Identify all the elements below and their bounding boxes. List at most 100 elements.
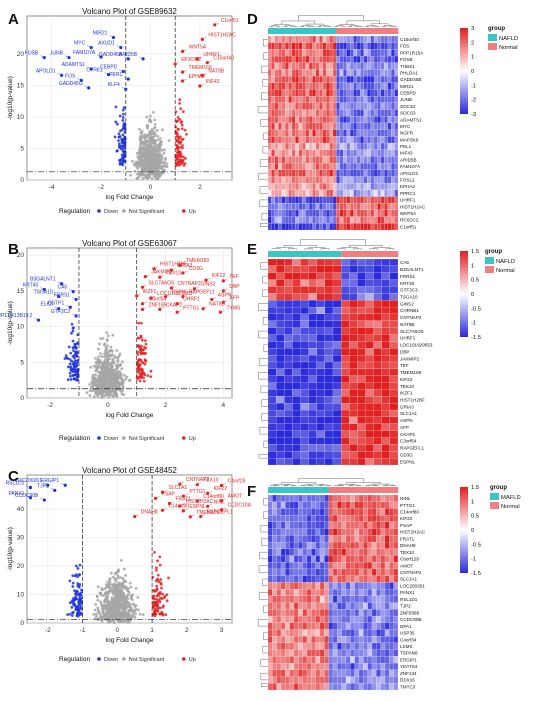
label-leader	[171, 285, 176, 289]
label-leader	[34, 317, 39, 321]
dendrogram-branch	[263, 605, 268, 613]
heatmap-cell	[391, 149, 395, 157]
heatmap-cell	[305, 223, 310, 231]
heatmap-cell	[384, 183, 388, 190]
heatmap-cell	[274, 82, 279, 90]
label-leader	[205, 277, 211, 281]
heatmap-cell	[311, 528, 316, 536]
data-point	[75, 354, 79, 358]
heatmap-cell	[367, 203, 371, 211]
heatmap-cell	[360, 96, 364, 103]
heatmap-cell	[367, 209, 371, 217]
heatmap-cell	[322, 62, 327, 70]
heatmap-cell	[285, 169, 289, 177]
heatmap-cell	[387, 82, 392, 90]
heatmap-cell	[350, 129, 354, 137]
heatmap-cell	[278, 196, 282, 204]
heatmap-cell	[276, 444, 285, 452]
heatmap-cell	[377, 35, 381, 43]
heatmap-cell	[349, 341, 358, 349]
heatmap-cell	[391, 169, 395, 177]
heatmap-cell	[371, 515, 377, 522]
heatmap-cell	[326, 62, 330, 70]
dendrogram-branch	[334, 26, 339, 27]
heatmap-cell	[319, 189, 323, 197]
heatmap-cell	[337, 521, 342, 529]
heatmap-cell	[370, 156, 375, 164]
labeled-point	[173, 62, 177, 66]
heatmap-cell	[288, 116, 293, 124]
heatmap-cell	[276, 458, 285, 466]
data-point	[143, 345, 146, 349]
heatmap-cell	[363, 149, 368, 157]
heatmap-cell	[298, 508, 303, 516]
heatmap-cell	[373, 451, 382, 459]
data-point	[153, 171, 157, 175]
row-label: TBX10	[400, 384, 414, 389]
heatmap-cell	[292, 341, 301, 349]
heatmap-cell	[349, 444, 358, 452]
heatmap-cell	[285, 136, 289, 144]
heatmap-cell	[316, 368, 325, 376]
data-point	[117, 139, 120, 142]
heatmap-cell	[332, 430, 342, 438]
heatmap-cell	[316, 430, 325, 438]
heatmap-cell	[285, 42, 289, 50]
heatmap-cell	[308, 341, 317, 349]
row-label: C1orf51	[400, 224, 417, 229]
data-point	[142, 379, 146, 383]
heatmap-cell	[306, 548, 312, 556]
heatmap-cell	[332, 444, 342, 452]
heatmap-cell	[341, 300, 350, 308]
row-label: B3GALNT1	[400, 267, 424, 272]
heatmap-cell	[370, 176, 375, 184]
heatmap-cell	[291, 122, 296, 130]
heatmap-cell	[291, 116, 296, 124]
data-point	[158, 153, 161, 156]
legend-item: Down	[104, 436, 118, 442]
heatmap-cell	[336, 183, 340, 190]
heatmap-cell	[384, 223, 388, 231]
heatmap-cell	[332, 76, 337, 83]
heatmap-cell	[367, 189, 371, 197]
heatmap-cell	[350, 203, 354, 211]
group-bar-cell	[268, 28, 272, 34]
heatmap-cell	[295, 196, 299, 204]
group-bar-cell	[324, 487, 329, 493]
heatmap-cell	[377, 96, 381, 103]
heatmap-cell	[353, 55, 358, 63]
heatmap-cell	[336, 89, 340, 97]
heatmap-cell	[339, 136, 344, 144]
heatmap-cell	[284, 300, 293, 308]
point-label: TBX10	[166, 270, 182, 276]
heatmap-cell	[365, 403, 374, 411]
data-point	[103, 342, 107, 346]
heatmap-cell	[319, 176, 323, 184]
data-point	[176, 119, 179, 123]
heatmap-cell	[278, 116, 282, 124]
data-point	[117, 381, 121, 385]
heatmap-cell	[285, 541, 290, 549]
heatmap-cell	[350, 163, 354, 170]
data-point	[143, 339, 147, 343]
data-point	[120, 379, 124, 383]
heatmap-cell	[394, 122, 399, 130]
data-point	[155, 166, 159, 169]
group-bar-cell	[276, 251, 285, 257]
data-point	[175, 151, 179, 154]
heatmap-cell	[336, 209, 340, 217]
heatmap-cell	[341, 355, 350, 363]
legend-item: Up	[189, 436, 196, 442]
data-point	[179, 107, 183, 111]
heatmap-cell	[305, 42, 310, 50]
heatmap-cell	[373, 116, 378, 124]
heatmap-cell	[267, 156, 272, 164]
panel-label-a: A	[8, 11, 19, 28]
data-point	[125, 605, 129, 609]
heatmap-cell	[281, 49, 286, 57]
data-point	[176, 127, 180, 131]
legend-item: Normal	[499, 45, 518, 51]
heatmap-cell	[384, 494, 390, 502]
data-point	[91, 382, 94, 385]
